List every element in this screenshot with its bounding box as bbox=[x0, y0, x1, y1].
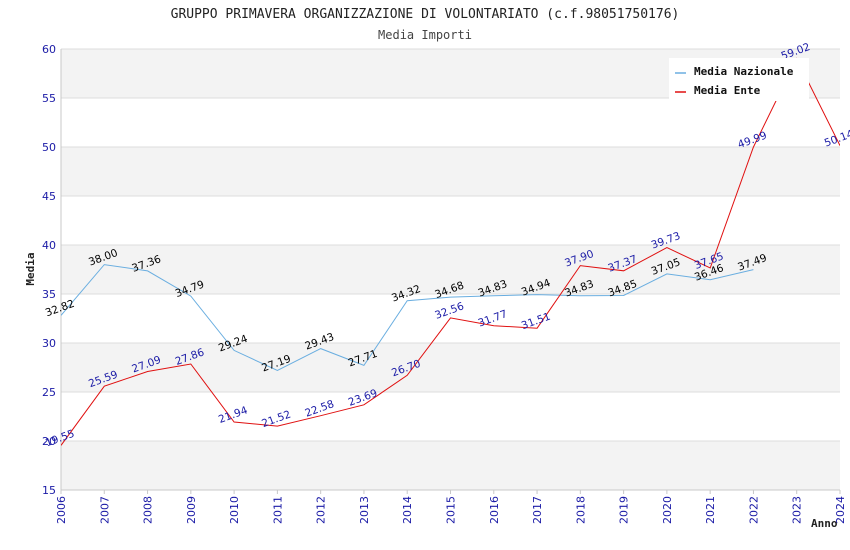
legend-entry: Media Ente bbox=[694, 84, 761, 97]
chart-title: GRUPPO PRIMAVERA ORGANIZZAZIONE DI VOLON… bbox=[171, 7, 680, 22]
x-tick-label: 2013 bbox=[358, 496, 371, 524]
x-tick-label: 2010 bbox=[228, 496, 241, 524]
x-tick-label: 2019 bbox=[618, 496, 631, 524]
y-tick-label: 50 bbox=[42, 141, 56, 154]
x-tick-labels: 2006 2007 2008 2009 2010 2011 2012 2013 2014 2015… bbox=[55, 496, 847, 524]
x-tick-label: 2016 bbox=[488, 496, 501, 524]
y-tick-label: 45 bbox=[42, 190, 56, 203]
x-axis-label: Anno bbox=[811, 517, 838, 530]
x-tick-label: 2011 bbox=[271, 496, 284, 524]
x-tick-label: 2024 bbox=[834, 496, 847, 524]
x-tick-label: 2006 bbox=[55, 496, 68, 524]
y-tick-labels: 15 20 25 30 35 40 45 50 55 60 bbox=[42, 43, 56, 497]
series-line-0 bbox=[61, 264, 754, 372]
grid-band bbox=[61, 245, 840, 294]
y-tick-label: 55 bbox=[42, 92, 56, 105]
grid-band bbox=[61, 343, 840, 392]
data-label: 31.51 bbox=[520, 311, 552, 333]
y-tick-label: 15 bbox=[42, 484, 56, 497]
x-tick-label: 2007 bbox=[98, 496, 111, 524]
series-line-1 bbox=[61, 57, 840, 446]
x-tick-label: 2009 bbox=[185, 496, 198, 524]
axes bbox=[60, 49, 841, 494]
x-tick-label: 2022 bbox=[747, 496, 760, 524]
x-tick-label: 2018 bbox=[574, 496, 587, 524]
y-tick-label: 30 bbox=[42, 337, 56, 350]
x-tick-label: 2017 bbox=[531, 496, 544, 524]
series-lines bbox=[61, 57, 840, 446]
grid-lines bbox=[61, 48, 840, 491]
x-tick-label: 2023 bbox=[791, 496, 804, 524]
legend: Media Nazionale Media Ente bbox=[669, 58, 809, 101]
data-label: 21.52 bbox=[260, 409, 292, 431]
y-tick-label: 35 bbox=[42, 288, 56, 301]
y-tick-label: 60 bbox=[42, 43, 56, 56]
grid-bands bbox=[61, 49, 840, 490]
data-label: 50.14 bbox=[823, 128, 850, 150]
x-tick-label: 2014 bbox=[401, 496, 414, 524]
y-tick-label: 40 bbox=[42, 239, 56, 252]
legend-box bbox=[669, 58, 809, 101]
grid-band bbox=[61, 441, 840, 490]
x-tick-label: 2015 bbox=[445, 496, 458, 524]
grid-band bbox=[61, 147, 840, 196]
y-tick-label: 25 bbox=[42, 386, 56, 399]
chart-subtitle: Media Importi bbox=[378, 28, 472, 42]
x-tick-label: 2021 bbox=[704, 496, 717, 524]
y-axis-label: Media bbox=[24, 252, 37, 285]
x-tick-label: 2020 bbox=[661, 496, 674, 524]
y-tick-label: 20 bbox=[42, 435, 56, 448]
x-tick-label: 2008 bbox=[142, 496, 155, 524]
legend-entry: Media Nazionale bbox=[694, 65, 794, 78]
x-tick-label: 2012 bbox=[315, 496, 328, 524]
